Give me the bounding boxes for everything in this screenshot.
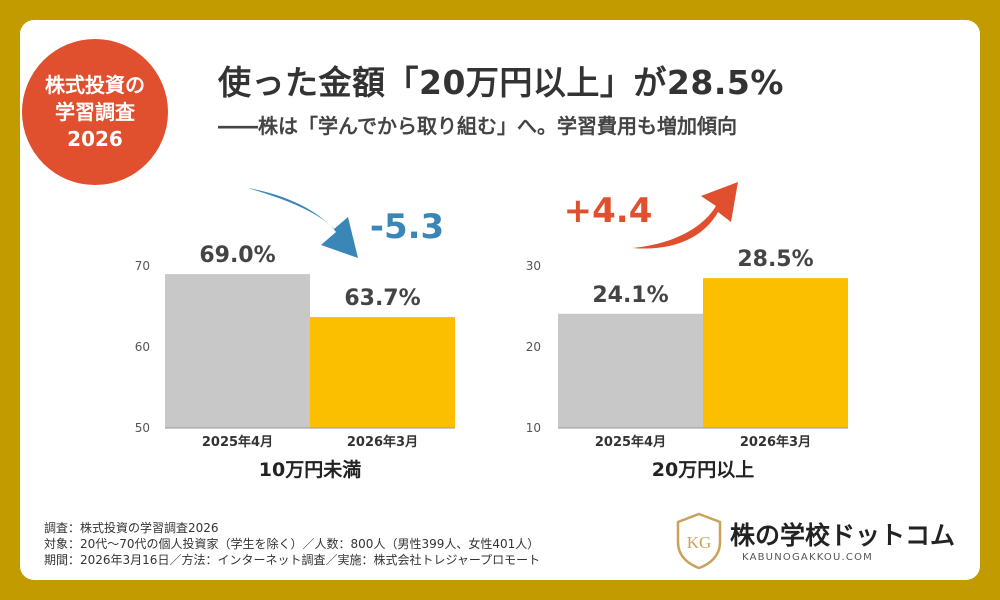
chart1-ytick-0: 10 (526, 421, 541, 435)
logo-domain: KABUNOGAKKOU.COM (742, 552, 873, 563)
chart0-value-label-1: 63.7% (344, 286, 420, 311)
brand-logo: KG 株の学校ドットコム KABUNOGAKKOU.COM (672, 512, 972, 572)
chart1-value-label-1: 28.5% (737, 247, 813, 272)
chart0-bar-0 (165, 274, 310, 428)
survey-footer: 調査：株式投資の学習調査2026 対象：20代〜70代の個人投資家（学生を除く）… (44, 520, 540, 568)
chart1-title: 20万円以上 (652, 459, 754, 481)
footer-line2: 対象：20代〜70代の個人投資家（学生を除く）／人数：800人（男性399人、女… (44, 537, 540, 551)
chart1-bar-0 (558, 313, 703, 428)
chart1-category-1: 2026年3月 (740, 434, 811, 450)
shield-logo-icon: KG (676, 512, 722, 570)
down-arrow-icon (248, 188, 358, 258)
logo-mark: KG (687, 533, 712, 552)
page-title: 使った金額「20万円以上」が28.5% (218, 63, 784, 102)
badge-line1: 株式投資の (45, 72, 145, 97)
chart1-bar-1 (703, 278, 848, 428)
chart0-ytick-2: 70 (135, 259, 150, 273)
footer-line1: 調査：株式投資の学習調査2026 (44, 521, 219, 535)
chart1-change-label: +4.4 (564, 191, 653, 231)
chart0-change-label: -5.3 (370, 207, 444, 247)
survey-badge: 株式投資の 学習調査 2026 (22, 39, 168, 185)
footer-line3: 期間：2026年3月16日／方法：インターネット調査／実施：株式会社トレジャープ… (44, 553, 541, 567)
chart0-ytick-1: 60 (135, 340, 150, 354)
chart0-category-1: 2026年3月 (347, 434, 418, 450)
logo-name: 株の学校ドットコム (730, 521, 956, 550)
page-subtitle: ――株は「学んでから取り組む」へ。学習費用も増加傾向 (218, 114, 737, 138)
chart0-ytick-0: 50 (135, 421, 150, 435)
up-arrow-icon (632, 182, 738, 249)
chart0-value-label-0: 69.0% (199, 243, 275, 268)
chart1-category-0: 2025年4月 (595, 434, 666, 450)
badge-line3: 2026 (67, 126, 123, 151)
chart1-ytick-2: 30 (526, 259, 541, 273)
badge-line2: 学習調査 (55, 99, 135, 124)
chart0-title: 10万円未満 (259, 458, 361, 481)
chart0-category-0: 2025年4月 (202, 434, 273, 450)
chart0-bar-1 (310, 317, 455, 428)
chart1-value-label-0: 24.1% (592, 283, 668, 308)
chart1-ytick-1: 20 (526, 340, 541, 354)
